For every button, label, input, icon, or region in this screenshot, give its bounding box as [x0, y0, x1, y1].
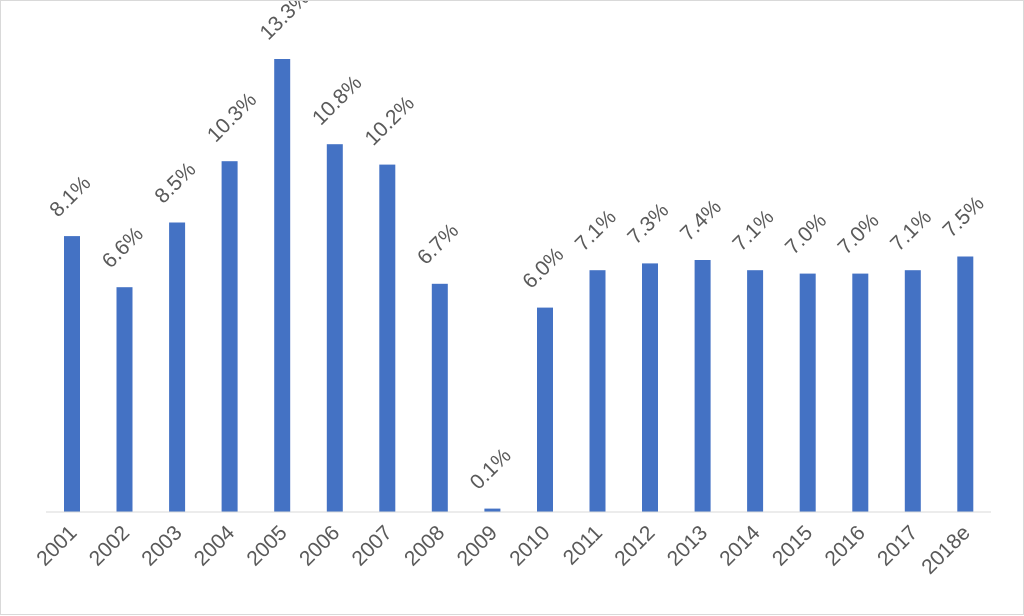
bar-2007 — [379, 164, 396, 512]
x-tick-label-2010: 2010 — [505, 521, 554, 570]
x-tick-label-2003: 2003 — [137, 521, 186, 570]
bar-2017 — [904, 270, 921, 512]
bar-2008 — [431, 283, 448, 512]
data-label-2009: 0.1% — [466, 444, 516, 494]
data-label-2014: 7.1% — [728, 206, 778, 256]
bar-2010 — [537, 307, 553, 512]
bar-2002 — [116, 287, 133, 512]
bars-group — [64, 59, 974, 512]
data-label-2008: 6.7% — [413, 219, 463, 269]
data-label-2016: 7.0% — [834, 209, 884, 259]
data-label-2017: 7.1% — [886, 206, 936, 256]
bar-2018e — [957, 256, 974, 512]
x-tick-label-2013: 2013 — [663, 521, 712, 570]
bar-2014 — [747, 270, 764, 512]
bar-2006 — [326, 144, 343, 512]
data-label-2012: 7.3% — [623, 199, 673, 249]
x-tick-label-2005: 2005 — [242, 521, 291, 570]
data-label-2007: 10.2% — [361, 92, 419, 150]
bar-2001 — [64, 236, 80, 512]
x-tick-label-2002: 2002 — [85, 521, 134, 570]
bar-2003 — [169, 222, 186, 512]
x-tick-label-2001: 2001 — [32, 521, 81, 570]
data-label-2010: 6.0% — [518, 243, 568, 293]
x-tick-label-2012: 2012 — [610, 521, 659, 570]
x-tick-label-2017: 2017 — [873, 521, 922, 570]
x-tick-label-2015: 2015 — [768, 521, 817, 570]
data-label-2003: 8.5% — [150, 158, 200, 208]
x-tick-label-2008: 2008 — [400, 521, 449, 570]
bar-2011 — [589, 270, 606, 512]
data-label-2002: 6.6% — [98, 223, 148, 273]
data-label-2011: 7.1% — [571, 206, 621, 256]
data-label-2001: 8.1% — [45, 172, 95, 222]
bar-2013 — [694, 260, 711, 512]
x-tick-label-2014: 2014 — [715, 521, 765, 571]
data-label-2018e: 7.5% — [939, 192, 989, 242]
data-label-2013: 7.4% — [676, 195, 726, 245]
bar-2005 — [274, 59, 291, 512]
x-tick-label-2016: 2016 — [821, 521, 870, 570]
data-label-2015: 7.0% — [781, 209, 831, 259]
bar-2012 — [642, 263, 658, 512]
x-tick-label-2004: 2004 — [190, 521, 240, 571]
data-label-2004: 10.3% — [203, 88, 261, 146]
data-label-2005: 13.3% — [255, 1, 313, 45]
bar-2015 — [799, 273, 816, 512]
x-tick-label-2011: 2011 — [559, 521, 607, 569]
data-label-2006: 10.8% — [308, 71, 366, 129]
x-tick-label-2006: 2006 — [295, 521, 344, 570]
data-labels-group: 8.1%6.6%8.5%10.3% 13.3% 10.8%10.2% 6.7% 0.1%… — [45, 1, 988, 494]
bar-2016 — [852, 273, 869, 512]
bar-2009 — [484, 508, 501, 512]
bar-2004 — [221, 161, 238, 512]
x-tick-labels-group: 2001 2002 2003 2004 2005 2006 2007 2008 2009 2010… — [32, 521, 975, 579]
x-tick-label-2018e: 2018e — [917, 521, 975, 579]
x-tick-label-2009: 2009 — [453, 521, 502, 570]
x-tick-label-2007: 2007 — [348, 521, 397, 570]
